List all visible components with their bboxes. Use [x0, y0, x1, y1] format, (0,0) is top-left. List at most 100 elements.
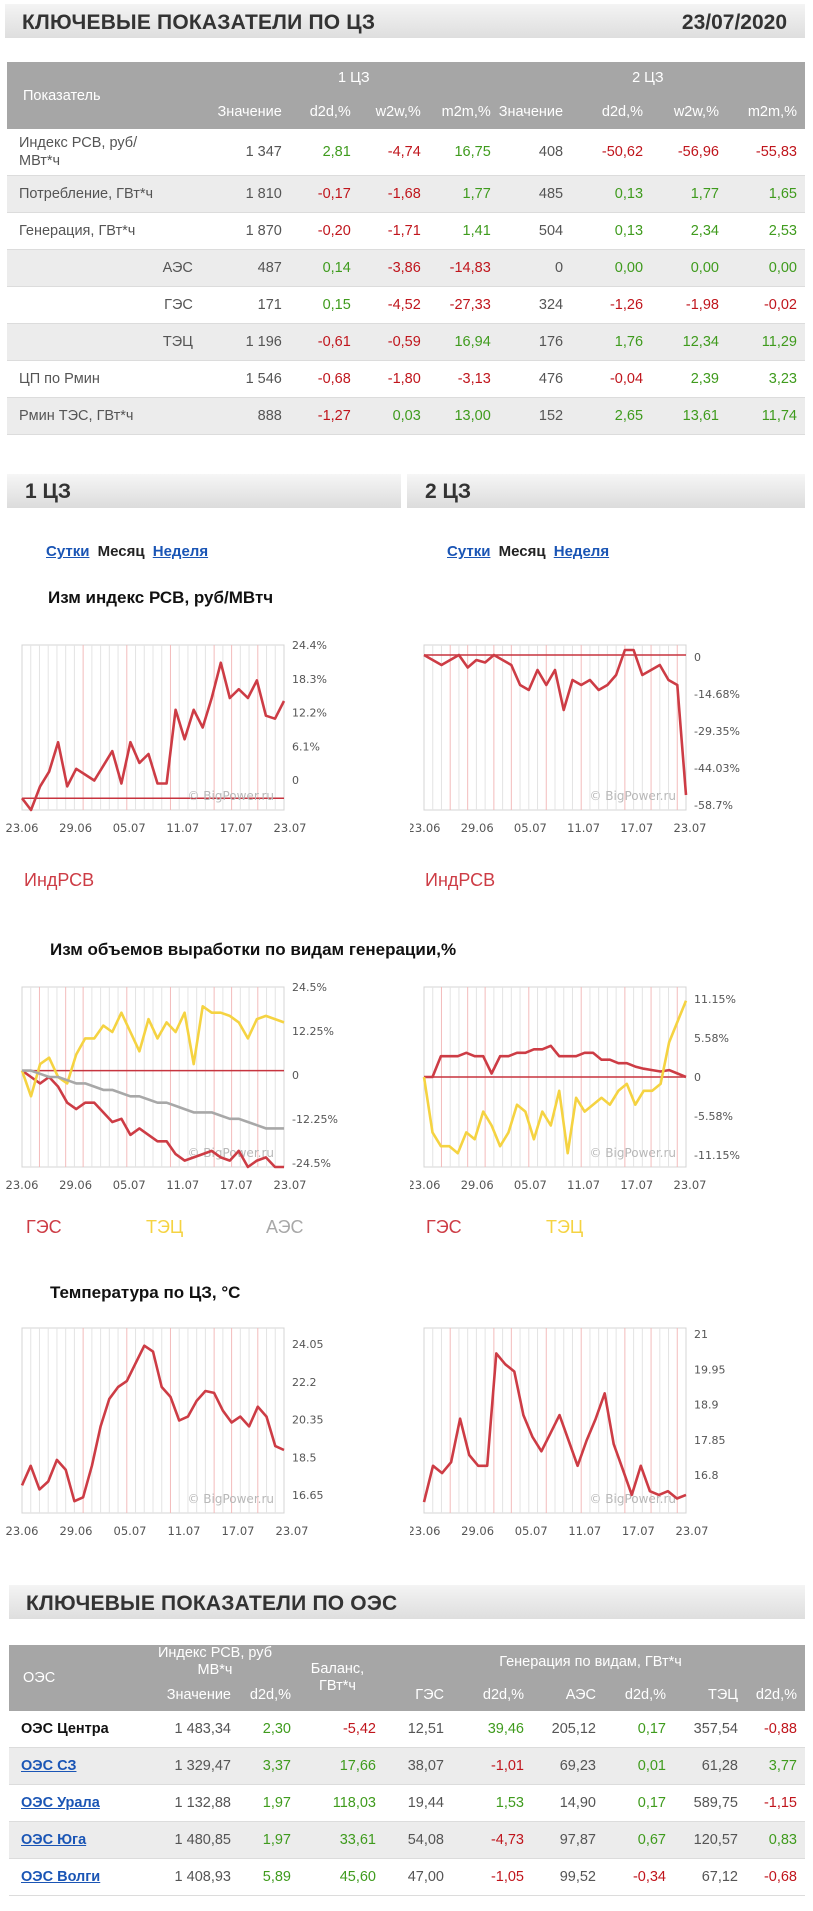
- y-tick-label: 6.1%: [292, 740, 320, 753]
- zone1-tab[interactable]: 1 ЦЗ: [7, 474, 401, 508]
- oes-subcol-header: ГЭС: [384, 1679, 452, 1711]
- delta-cell: 2,53: [726, 212, 805, 250]
- oes-name-cell[interactable]: ОЭС Юга: [9, 1821, 139, 1859]
- delta-cell: 13,61: [651, 397, 727, 435]
- oes-subcol-header: d2d,%: [239, 1679, 299, 1711]
- oes-name-cell[interactable]: ОЭС СЗ: [9, 1747, 139, 1785]
- zone1-tab-label: 1 ЦЗ: [25, 480, 72, 503]
- delta-cell: -4,52: [358, 286, 429, 324]
- x-tick-label: 23.07: [274, 1178, 307, 1192]
- report-date: 23/07/2020: [681, 11, 787, 34]
- value-cell: 1 870: [216, 212, 290, 250]
- watermark: © BigPower.ru: [187, 789, 274, 803]
- period-week-link[interactable]: Неделя: [553, 543, 610, 560]
- temp-chart-zone1: 24.05 22.2 20.35 18.5 16.65 23.06 29.06 05.07 11…: [6, 1327, 324, 1538]
- oes-link[interactable]: ОЭС Юга: [21, 1832, 87, 1848]
- delta-cell: -27,33: [428, 286, 499, 324]
- oes-link[interactable]: ОЭС СЗ: [21, 1758, 77, 1774]
- y-tick-label: 18.3%: [292, 673, 327, 686]
- oes-subcol-header: d2d,%: [452, 1679, 532, 1711]
- delta-cell: -4,73: [452, 1821, 532, 1859]
- kp-subcol-header: m2m,%: [428, 94, 499, 129]
- value-cell: 476: [498, 360, 572, 398]
- kp-subcol-header: w2w,%: [651, 94, 727, 129]
- zone1-header: 1 ЦЗ: [216, 62, 499, 94]
- delta-cell: 0,13: [571, 212, 652, 250]
- delta-cell: -0,88: [746, 1711, 805, 1748]
- value-cell: 1 132,88: [139, 1784, 239, 1822]
- x-tick-label: 05.07: [114, 1524, 147, 1538]
- y-tick-label: -24.5%: [292, 1157, 331, 1170]
- delta-cell: 2,39: [651, 360, 727, 398]
- delta-cell: -1,68: [358, 175, 429, 213]
- x-tick-label: 29.06: [59, 1178, 92, 1192]
- delta-cell: 0,03: [358, 397, 429, 435]
- y-tick-label: 19.95: [694, 1363, 726, 1376]
- period-week-link[interactable]: Неделя: [152, 543, 209, 560]
- oes-section-title: КЛЮЧЕВЫЕ ПОКАЗАТЕЛИ ПО ОЭС: [26, 1592, 398, 1615]
- x-tick-label: 11.07: [168, 1524, 201, 1538]
- series-line: [21, 1069, 284, 1169]
- x-tick-label: 17.07: [620, 1178, 653, 1192]
- period-day-link[interactable]: Сутки: [447, 543, 491, 560]
- table-row: Генерация, ГВт*ч 1 870 -0,20 -1,71 1,41 504 0,…: [7, 212, 805, 250]
- row-label: ТЭЦ: [7, 323, 217, 361]
- x-tick-label: 17.07: [220, 821, 253, 835]
- y-tick-label: 20.35: [292, 1414, 324, 1427]
- oes-name-cell[interactable]: ОЭС Волги: [9, 1858, 139, 1896]
- delta-cell: 0,00: [571, 249, 652, 287]
- delta-cell: 1,53: [452, 1784, 532, 1822]
- delta-cell: -50,62: [571, 129, 652, 176]
- delta-cell: 0,83: [746, 1821, 805, 1859]
- period-switch-right: Сутки Месяц Неделя: [447, 543, 609, 560]
- x-tick-label: 17.07: [620, 821, 653, 835]
- period-month-current: Месяц: [97, 543, 145, 560]
- zone2-tab[interactable]: 2 ЦЗ: [407, 474, 805, 508]
- y-tick-label: -58.7%: [694, 799, 733, 812]
- table-row: ОЭС Урала 1 132,88 1,97 118,03 19,44 1,53 14,9…: [9, 1784, 805, 1822]
- value-cell: 1 546: [216, 360, 290, 398]
- delta-cell: -1,27: [289, 397, 359, 435]
- table-row: ОЭС Юга 1 480,85 1,97 33,61 54,08 -4,73 97,87 0…: [9, 1821, 805, 1859]
- y-tick-label: 16.65: [292, 1489, 324, 1502]
- delta-cell: 2,34: [651, 212, 727, 250]
- delta-cell: 11,29: [726, 323, 805, 361]
- x-tick-label: 29.06: [60, 1524, 93, 1538]
- temp-chart-title: Температура по ЦЗ, °C: [50, 1283, 241, 1302]
- period-day-link[interactable]: Сутки: [46, 543, 90, 560]
- y-tick-label: 11.15%: [694, 993, 736, 1006]
- delta-cell: -0,68: [289, 360, 359, 398]
- period-month-current: Месяц: [498, 543, 546, 560]
- oes-name-cell[interactable]: ОЭС Урала: [9, 1784, 139, 1822]
- series-line: [22, 1069, 284, 1130]
- kp-subcol-header: d2d,%: [571, 94, 652, 129]
- delta-cell: -1,05: [452, 1858, 532, 1896]
- price-chart-zone1: 24.4% 18.3% 12.2% 6.1% 0 23.06 29.06 05.07 11.07…: [6, 639, 327, 835]
- delta-cell: 3,77: [746, 1747, 805, 1785]
- series-line: [20, 661, 286, 812]
- y-tick-label: 17.85: [694, 1434, 726, 1447]
- y-tick-label: 24.05: [292, 1338, 324, 1351]
- delta-cell: 0,15: [289, 286, 359, 324]
- value-cell: 171: [216, 286, 290, 324]
- watermark: © BigPower.ru: [187, 1492, 274, 1506]
- oes-link[interactable]: ОЭС Урала: [21, 1795, 100, 1811]
- oes-subcol-header: d2d,%: [604, 1679, 674, 1711]
- value-cell: 19,44: [384, 1784, 452, 1822]
- table-row: АЭС 487 0,14 -3,86 -14,83 0 0,00 0,00 0,00: [7, 249, 805, 287]
- x-tick-label: 23.06: [6, 1178, 39, 1192]
- x-tick-label: 23.07: [274, 821, 307, 835]
- x-tick-label: 23.07: [674, 1178, 707, 1192]
- delta-cell: 118,03: [299, 1784, 384, 1822]
- y-tick-label: 0: [694, 1071, 701, 1084]
- value-cell: 14,90: [532, 1784, 604, 1822]
- oes-link[interactable]: ОЭС Волги: [21, 1869, 101, 1885]
- oes-name: ОЭС Центра: [21, 1721, 109, 1737]
- y-tick-label: 12.25%: [292, 1025, 334, 1038]
- period-switch-left: Сутки Месяц Неделя: [46, 543, 208, 560]
- delta-cell: -0,59: [358, 323, 429, 361]
- delta-cell: 0,67: [604, 1821, 674, 1859]
- y-tick-label: 18.9: [694, 1399, 719, 1412]
- x-tick-label: 17.07: [220, 1178, 253, 1192]
- watermark: © BigPower.ru: [187, 1146, 274, 1160]
